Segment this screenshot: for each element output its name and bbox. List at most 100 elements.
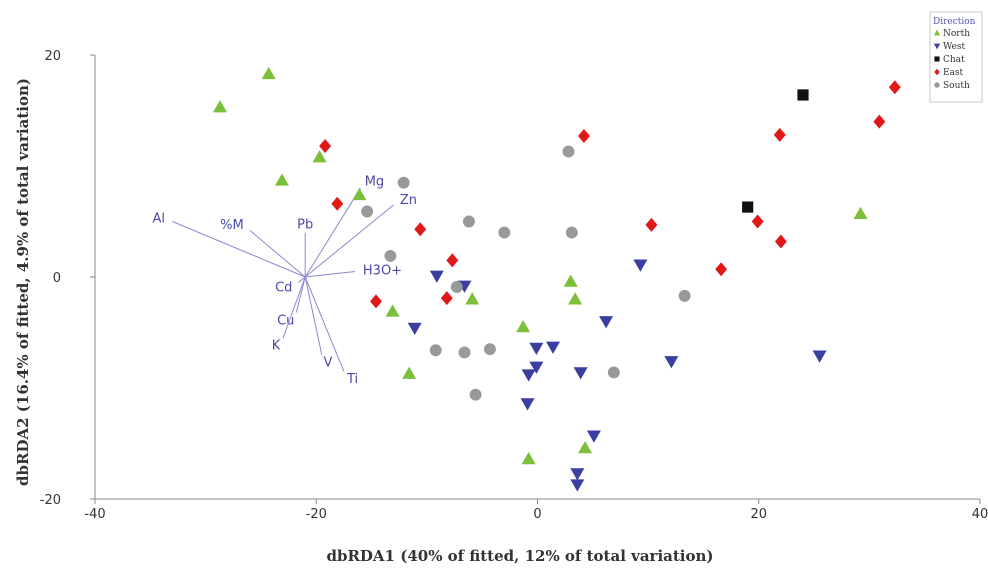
- legend-label-chat: Chat: [943, 55, 965, 65]
- vector-label: Al: [153, 211, 166, 226]
- point-east: [414, 222, 427, 237]
- vector-line: [304, 187, 361, 278]
- point-west: [664, 356, 679, 369]
- vector-line: [282, 276, 306, 339]
- vector-line: [305, 270, 356, 278]
- legend-marker-north: [933, 29, 941, 36]
- y-tick-label: 20: [44, 49, 61, 64]
- point-west: [633, 259, 648, 272]
- point-west: [521, 369, 536, 382]
- x-tick-label: 20: [750, 507, 767, 522]
- point-east: [873, 114, 886, 129]
- y-tick-label: 0: [53, 271, 61, 286]
- legend-marker-east: [934, 68, 940, 76]
- point-south: [562, 145, 575, 158]
- vector-label: Zn: [400, 193, 417, 208]
- point-south: [462, 215, 475, 228]
- point-west: [429, 270, 444, 283]
- point-west: [520, 398, 535, 411]
- x-axis-title: dbRDA1 (40% of fitted, 12% of total vari…: [326, 547, 713, 565]
- vector-label: H3O+: [363, 264, 402, 279]
- point-north: [563, 274, 578, 287]
- series-west: [407, 259, 827, 492]
- vector-line: [304, 276, 345, 372]
- vector-label: K: [272, 339, 281, 354]
- y-tick-label: -20: [40, 493, 61, 508]
- point-north: [385, 304, 400, 317]
- point-north: [261, 66, 276, 80]
- point-east: [751, 214, 764, 229]
- point-east: [331, 196, 344, 211]
- point-east: [774, 234, 787, 249]
- point-chat: [742, 201, 754, 213]
- series-east: [319, 80, 901, 309]
- point-north: [465, 292, 480, 305]
- point-west: [586, 430, 601, 443]
- point-east: [773, 127, 786, 142]
- vector-label: Mg: [365, 174, 384, 189]
- point-west: [529, 361, 544, 374]
- point-east: [645, 217, 658, 232]
- point-chat: [797, 89, 809, 101]
- point-north: [352, 187, 367, 201]
- environmental-vectors: Al %M Pb Mg Zn H3O+ Cd Cu K V Ti: [153, 174, 418, 386]
- series-north: [213, 66, 868, 465]
- point-south: [498, 226, 511, 239]
- point-north: [312, 150, 327, 163]
- point-south: [384, 249, 397, 262]
- point-north: [578, 440, 593, 454]
- legend-marker-west: [933, 43, 941, 50]
- point-south: [565, 226, 578, 239]
- vector-line: [172, 221, 306, 278]
- point-south: [397, 176, 410, 189]
- vector-line: [304, 276, 323, 355]
- point-north: [521, 452, 536, 465]
- legend-title: Direction: [933, 17, 976, 27]
- series-chat: [742, 89, 809, 213]
- point-west: [599, 316, 614, 329]
- series-south: [361, 145, 691, 401]
- legend-marker-south: [934, 82, 940, 88]
- point-east: [319, 139, 332, 154]
- vector-line: [295, 276, 306, 313]
- vector-label: Cu: [277, 313, 294, 328]
- point-south: [361, 205, 374, 218]
- point-south: [450, 281, 463, 293]
- vector-label: Pb: [297, 218, 313, 233]
- y-axis-title: dbRDA2 (16.4% of fitted, 4.9% of total v…: [14, 78, 32, 486]
- x-tick-label: 0: [533, 507, 541, 522]
- point-east: [370, 294, 382, 309]
- point-east: [578, 129, 590, 144]
- point-west: [407, 322, 422, 336]
- point-west: [529, 342, 544, 356]
- vector-label: Ti: [346, 372, 358, 387]
- legend-label-east: East: [943, 68, 964, 78]
- point-south: [429, 344, 442, 357]
- vector-line: [298, 276, 306, 283]
- legend-items: North West Chat East South: [933, 29, 970, 91]
- legend-marker-chat: [934, 56, 940, 62]
- vector-label: V: [323, 356, 332, 371]
- legend-label-south: South: [943, 81, 970, 91]
- legend-label-north: North: [943, 29, 970, 39]
- legend-label-west: West: [943, 42, 965, 52]
- point-east: [446, 253, 459, 268]
- x-tick-label: 40: [972, 507, 988, 522]
- point-north: [402, 366, 417, 379]
- vector-line: [304, 204, 395, 278]
- point-south: [469, 388, 482, 401]
- data-points: [213, 66, 901, 492]
- legend: Direction North West Chat East South: [929, 11, 983, 103]
- y-ticks: -20 0 20: [40, 49, 95, 508]
- point-west: [545, 341, 560, 354]
- point-west: [573, 367, 588, 380]
- vector-label: Cd: [275, 281, 292, 296]
- point-north: [568, 292, 583, 305]
- vector-label: %M: [220, 218, 244, 233]
- point-south: [458, 346, 471, 359]
- x-tick-label: -40: [84, 507, 105, 522]
- point-west: [570, 479, 585, 492]
- point-north: [516, 319, 531, 333]
- x-ticks: -40 -20 0 20 40: [84, 499, 988, 522]
